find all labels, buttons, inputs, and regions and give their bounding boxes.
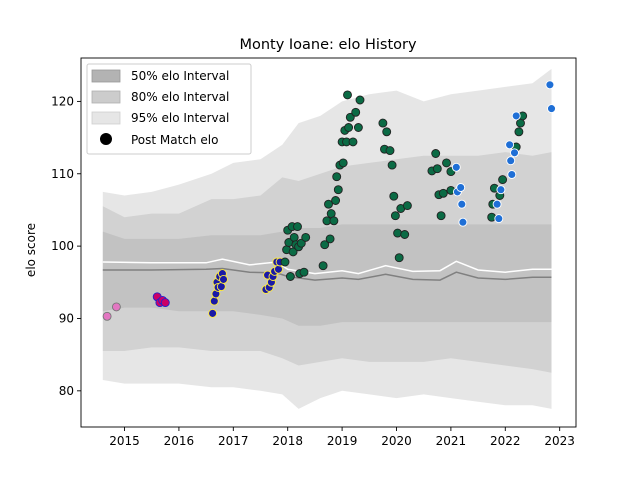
x-tick-label: 2016 [164,434,195,448]
y-tick-label: 90 [59,311,74,325]
post-match-point [389,191,399,201]
post-match-point [506,156,516,166]
post-match-point [274,264,283,274]
post-match-point [400,230,410,239]
chart-title: Monty Ioane: elo History [239,37,417,53]
post-match-point [498,175,508,185]
post-match-point [299,267,309,277]
legend-frame [86,63,252,155]
y-tick-label: 110 [51,167,74,181]
x-tick-label: 2022 [490,434,521,448]
elo-trend-line-1 [102,258,552,275]
legend-swatch-50 [91,69,121,83]
x-tick-label: 2023 [544,434,575,448]
post-match-point [343,90,352,100]
legend-label-95: 95% elo Interval [131,111,229,125]
post-match-point [318,261,328,271]
post-match-point [351,107,361,117]
post-match-point [394,253,404,263]
post-match-point [494,214,504,224]
post-match-point [160,298,170,308]
y-tick-label: 120 [51,94,74,108]
legend-marker-post-match [100,133,112,145]
post-match-point [432,164,442,174]
x-tick-label: 2019 [327,434,358,448]
post-match-point [393,228,403,238]
post-match-point [345,112,355,122]
post-match-point [438,188,448,198]
post-match-point [280,257,290,267]
post-match-point [456,183,466,192]
y-tick-label: 100 [51,239,74,253]
post-match-point [333,185,343,195]
post-match-point [219,274,228,284]
post-match-point [296,238,306,248]
post-match-point [208,308,218,318]
post-match-point [507,170,517,179]
post-match-point [293,222,302,232]
post-match-point [492,199,502,209]
post-match-point [378,118,388,128]
post-match-point [496,185,506,195]
post-match-point [344,123,354,132]
axes-frame [80,57,577,428]
legend-label-50: 50% elo Interval [131,69,229,83]
post-match-point [338,158,348,168]
post-match-point [431,149,441,158]
post-match-point [209,296,219,306]
post-match-point [329,216,339,226]
post-match-point [457,199,467,209]
legend-label-80: 80% elo Interval [131,90,229,104]
post-match-point [545,80,555,90]
post-match-point [324,199,333,209]
post-match-point [505,140,515,150]
x-tick-label: 2015 [109,434,140,448]
legend-swatch-80 [91,90,121,104]
post-match-point [285,272,295,281]
legend-swatch-95 [91,111,121,125]
x-tick-label: 2017 [218,434,249,448]
y-tick-label: 80 [59,384,74,398]
post-match-point [353,123,363,132]
post-match-point [442,158,451,168]
legend: 50% elo Interval 80% elo Interval 95% el… [86,63,252,155]
post-match-point [387,160,397,170]
post-match-point [458,217,468,227]
post-match-point [390,211,400,221]
post-match-point [487,212,497,222]
post-match-point [301,232,311,242]
y-axis-label: elo score [24,223,38,277]
post-match-point [547,104,556,114]
x-tick-label: 2018 [272,434,303,448]
post-match-point [289,232,299,242]
post-match-point [332,172,342,182]
post-match-point [331,196,341,205]
post-match-point [111,302,121,312]
post-match-point [102,311,112,321]
legend-label-post-match: Post Match elo [131,133,218,147]
band-80-interval [102,152,552,373]
post-match-point [514,127,524,137]
axes: 2015 2016 2017 2018 2019 2020 2021 2022 2023 80 90… [51,57,577,448]
post-match-point [320,240,330,250]
post-match-point [325,234,335,244]
elo-trend-line-2 [102,267,552,281]
x-tick-label: 2020 [381,434,412,448]
post-match-point [382,127,392,137]
post-match-point [510,148,519,158]
post-match-point [451,162,461,172]
plot-area [102,68,556,409]
x-tick-label: 2021 [436,434,467,448]
post-match-point [402,201,412,211]
post-match-point [511,111,521,121]
post-match-point [348,137,358,147]
post-match-point [436,211,446,221]
post-match-point [385,146,395,156]
post-match-point [355,95,365,105]
